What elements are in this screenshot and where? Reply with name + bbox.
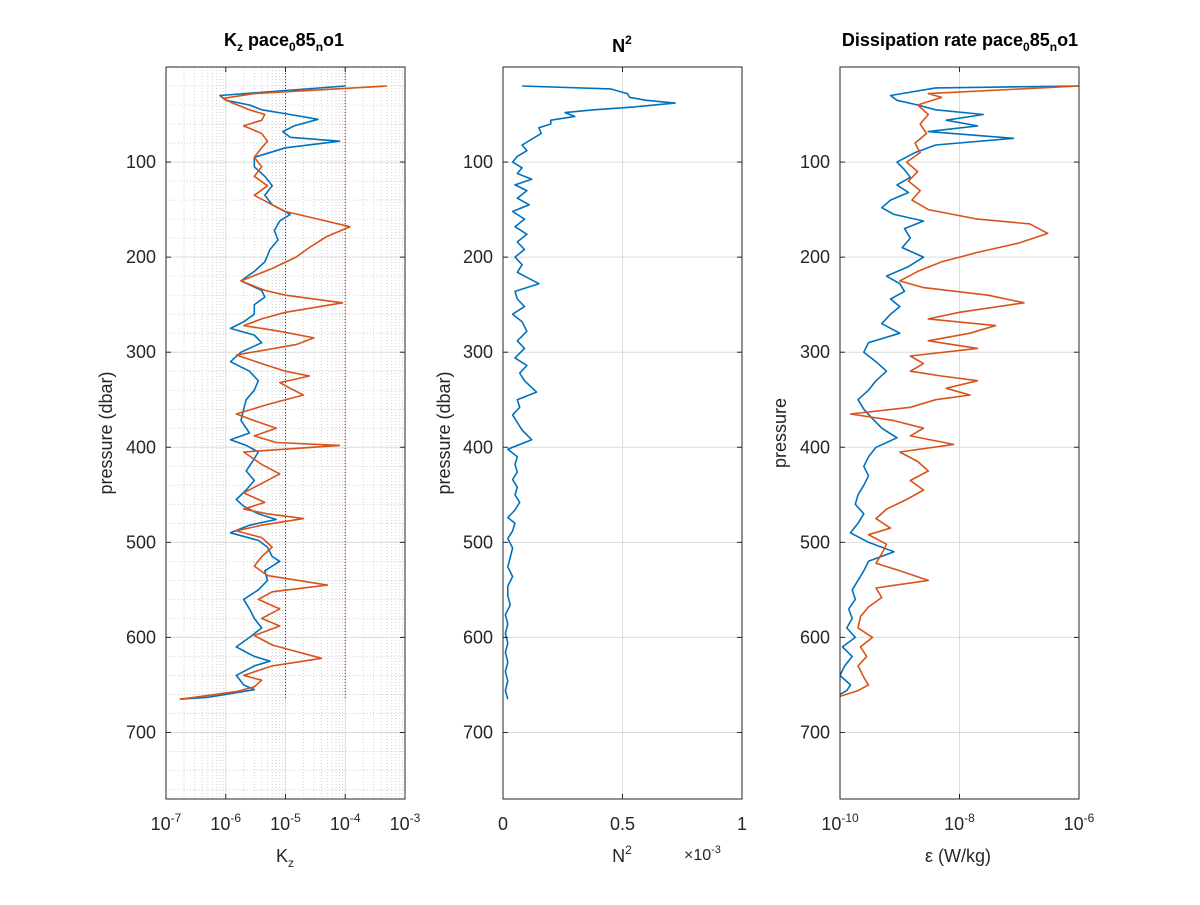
n2-panel: N2 N2 ×10-3 pressure (dbar) 0 0.5 1 100 200 3… xyxy=(434,33,747,866)
x-exponent-label: ×10-3 xyxy=(684,844,721,864)
x-tick-label: 10-7 xyxy=(151,811,182,834)
x-tick-label: 0.5 xyxy=(610,814,635,834)
x-tick-label: 10-10 xyxy=(821,811,859,834)
x-tick-exponent: -6 xyxy=(1084,811,1095,825)
x-tick-exponent: -5 xyxy=(290,811,301,825)
x-tick-label: 10-6 xyxy=(210,811,241,834)
x-tick-base: 10 xyxy=(330,814,350,834)
series-line-1 xyxy=(179,85,346,700)
y-axis-label: pressure (dbar) xyxy=(96,371,116,494)
chart-title: N2 xyxy=(612,33,632,56)
y-tick-label: 400 xyxy=(463,437,493,457)
x-tick-exponent: -6 xyxy=(230,811,241,825)
y-tick-label: 600 xyxy=(800,627,830,647)
y-tick-label: 700 xyxy=(126,722,156,742)
x-tick-base: 10 xyxy=(210,814,230,834)
x-axis-label: N2 xyxy=(612,843,632,866)
x-tick-base: 10 xyxy=(1064,814,1084,834)
y-tick-label: 200 xyxy=(126,247,156,267)
y-tick-label: 300 xyxy=(463,342,493,362)
series-line-1 xyxy=(504,85,676,700)
x-tick-exponent: -7 xyxy=(171,811,182,825)
x-tick-label: 10-8 xyxy=(944,811,975,834)
series-line-2 xyxy=(179,85,388,700)
y-tick-label: 100 xyxy=(126,152,156,172)
x-tick-base: 10 xyxy=(390,814,410,834)
y-tick-label: 500 xyxy=(126,532,156,552)
y-tick-label: 400 xyxy=(800,437,830,457)
y-tick-label: 200 xyxy=(463,247,493,267)
x-tick-exponent: -8 xyxy=(964,811,975,825)
x-tick-base: 10 xyxy=(151,814,171,834)
y-tick-label: 100 xyxy=(800,152,830,172)
x-axis-label: ε (W/kg) xyxy=(925,846,991,866)
y-tick-label: 700 xyxy=(463,722,493,742)
x-tick-label: 0 xyxy=(498,814,508,834)
y-tick-label: 300 xyxy=(126,342,156,362)
x-tick-base: 10 xyxy=(821,814,841,834)
x-tick-exponent: -10 xyxy=(841,811,859,825)
x-tick-label: 10-3 xyxy=(390,811,421,834)
x-axis-label: Kz xyxy=(276,846,294,870)
y-tick-label: 600 xyxy=(126,627,156,647)
chart-title: Kz pace085no1 xyxy=(224,30,344,54)
y-tick-label: 300 xyxy=(800,342,830,362)
y-axis-label: pressure (dbar) xyxy=(434,371,454,494)
y-tick-label: 100 xyxy=(463,152,493,172)
series-line-1 xyxy=(840,85,1079,696)
y-tick-label: 500 xyxy=(800,532,830,552)
x-tick-base: 10 xyxy=(944,814,964,834)
y-tick-label: 500 xyxy=(463,532,493,552)
x-tick-label: 10-6 xyxy=(1064,811,1095,834)
y-axis-label: pressure xyxy=(770,398,790,468)
kz-panel: Kz pace085no1 Kz pressure (dbar) 10-7 10-… xyxy=(96,30,421,870)
x-tick-exponent: -4 xyxy=(350,811,361,825)
y-tick-label: 700 xyxy=(800,722,830,742)
y-tick-label: 400 xyxy=(126,437,156,457)
x-tick-label: 1 xyxy=(737,814,747,834)
chart-title: Dissipation rate pace085no1 xyxy=(842,30,1078,54)
y-tick-label: 200 xyxy=(800,247,830,267)
x-tick-label: 10-5 xyxy=(270,811,301,834)
x-tick-label: 10-4 xyxy=(330,811,361,834)
x-tick-base: 10 xyxy=(270,814,290,834)
dissipation-panel: Dissipation rate pace085no1 ε (W/kg) pre… xyxy=(770,30,1095,866)
series-line-2 xyxy=(840,85,1079,698)
y-tick-label: 600 xyxy=(463,627,493,647)
x-tick-exponent: -3 xyxy=(410,811,421,825)
